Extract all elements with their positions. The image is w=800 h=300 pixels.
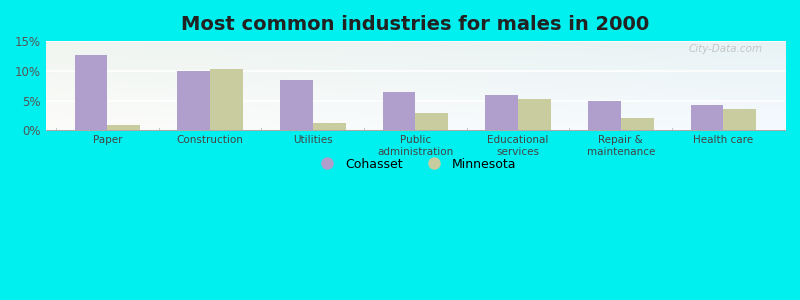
Bar xyxy=(178,71,210,130)
Bar xyxy=(280,80,313,130)
Title: Most common industries for males in 2000: Most common industries for males in 2000 xyxy=(182,15,650,34)
Bar xyxy=(588,100,621,130)
Bar xyxy=(107,125,140,130)
Bar xyxy=(382,92,415,130)
Bar xyxy=(518,99,551,130)
Bar xyxy=(690,105,723,130)
Text: City-Data.com: City-Data.com xyxy=(689,44,763,54)
Bar xyxy=(74,55,107,130)
Bar xyxy=(486,95,518,130)
Bar xyxy=(415,113,448,130)
Bar xyxy=(313,123,346,130)
Legend: Cohasset, Minnesota: Cohasset, Minnesota xyxy=(310,153,521,176)
Bar xyxy=(621,118,654,130)
Bar xyxy=(210,69,243,130)
Bar xyxy=(723,110,756,130)
